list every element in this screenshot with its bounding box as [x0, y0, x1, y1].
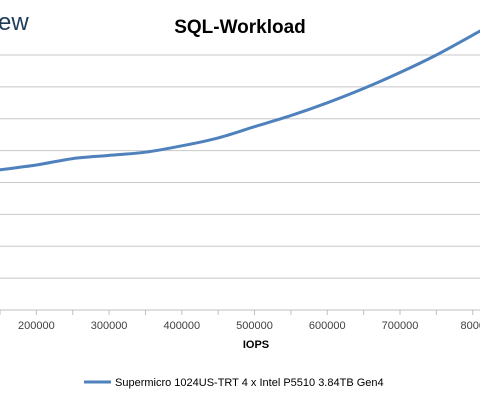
x-tick-label: 400000: [163, 320, 200, 332]
series-line: [0, 29, 480, 172]
x-tick-label: 600000: [309, 320, 346, 332]
gridlines: [0, 54, 480, 279]
x-tick-labels: 200000 300000 400000 500000 600000 700000 8000: [18, 320, 480, 332]
chart-title: SQL-Workload: [174, 17, 306, 38]
x-tick-label: 700000: [382, 320, 419, 332]
logo-text: ew: [0, 9, 29, 36]
x-tick-label: 200000: [18, 320, 55, 332]
x-tick-label: 8000: [460, 320, 480, 332]
x-tick-label: 300000: [91, 320, 128, 332]
x-tick-marks: [0, 310, 474, 315]
x-tick-label: 500000: [236, 320, 273, 332]
x-axis-title: IOPS: [243, 339, 269, 351]
legend-label: Supermicro 1024US-TRT 4 x Intel P5510 3.…: [115, 377, 384, 389]
